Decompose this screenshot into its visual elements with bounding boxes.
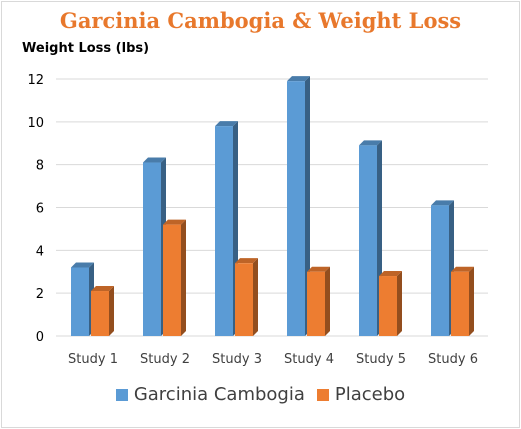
bar-top-garcinia-cambogia-5 xyxy=(359,140,382,146)
y-tick-label: 2 xyxy=(36,287,44,302)
legend-label-placebo: Placebo xyxy=(334,384,406,405)
bar-top-placebo-6 xyxy=(451,266,474,272)
x-tick-label: Study 2 xyxy=(140,352,190,367)
y-tick-label: 0 xyxy=(36,330,44,345)
bar-top-garcinia-cambogia-1 xyxy=(71,262,94,268)
bar-side-placebo-4 xyxy=(325,266,330,336)
y-tick-label: 12 xyxy=(27,73,44,88)
chart-legend: Garcinia Cambogia Placebo xyxy=(0,384,521,405)
bar-garcinia-cambogia-4 xyxy=(287,81,305,337)
bar-top-placebo-3 xyxy=(235,258,258,264)
x-tick-label: Study 5 xyxy=(356,352,406,367)
bar-placebo-4 xyxy=(307,271,325,336)
legend-item-garcinia: Garcinia Cambogia xyxy=(115,384,305,405)
bar-placebo-1 xyxy=(91,291,109,336)
legend-swatch-garcinia xyxy=(115,388,128,401)
bar-placebo-5 xyxy=(379,276,397,336)
bar-placebo-3 xyxy=(235,263,253,336)
bar-side-placebo-2 xyxy=(181,219,186,336)
bar-top-placebo-5 xyxy=(379,271,402,277)
y-tick-label: 4 xyxy=(36,244,44,259)
y-tick-label: 6 xyxy=(36,202,44,217)
legend-swatch-placebo xyxy=(316,388,329,401)
bar-top-garcinia-cambogia-3 xyxy=(215,121,238,127)
bar-side-placebo-6 xyxy=(469,266,474,336)
chart-title: Garcinia Cambogia & Weight Loss xyxy=(59,8,462,33)
bar-top-placebo-4 xyxy=(307,266,330,272)
bar-top-placebo-2 xyxy=(163,219,186,225)
bar-top-placebo-1 xyxy=(91,286,114,292)
x-tick-label: Study 1 xyxy=(68,352,118,367)
bar-garcinia-cambogia-1 xyxy=(71,267,89,336)
bar-side-placebo-1 xyxy=(109,286,114,336)
bar-garcinia-cambogia-3 xyxy=(215,126,233,336)
legend-item-placebo: Placebo xyxy=(316,384,406,405)
bar-top-garcinia-cambogia-6 xyxy=(431,200,454,206)
bar-garcinia-cambogia-2 xyxy=(143,162,161,336)
bar-top-garcinia-cambogia-4 xyxy=(287,76,310,82)
bar-side-placebo-3 xyxy=(253,258,258,336)
y-tick-label: 10 xyxy=(27,116,44,131)
x-tick-label: Study 4 xyxy=(284,352,334,367)
bar-side-placebo-5 xyxy=(397,271,402,336)
y-axis-label: Weight Loss (lbs) xyxy=(22,41,150,56)
bar-garcinia-cambogia-6 xyxy=(431,205,449,336)
y-tick-label: 8 xyxy=(36,159,44,174)
x-tick-label: Study 6 xyxy=(428,352,478,367)
bar-placebo-2 xyxy=(163,224,181,336)
bar-placebo-6 xyxy=(451,271,469,336)
x-tick-label: Study 3 xyxy=(212,352,262,367)
legend-label-garcinia: Garcinia Cambogia xyxy=(133,384,305,405)
bar-garcinia-cambogia-5 xyxy=(359,145,377,336)
bar-top-garcinia-cambogia-2 xyxy=(143,157,166,163)
